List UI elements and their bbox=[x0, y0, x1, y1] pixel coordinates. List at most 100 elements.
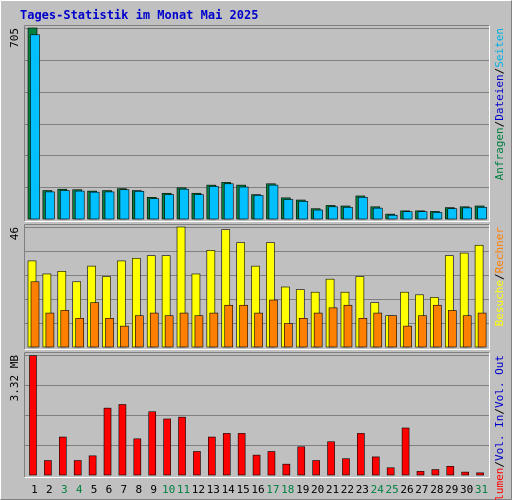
day-label: 24 bbox=[371, 483, 385, 496]
legend-item: / bbox=[493, 68, 506, 75]
bar-rechner bbox=[179, 312, 189, 348]
bar-rechner bbox=[284, 323, 293, 348]
bar-dateien bbox=[417, 211, 428, 220]
bar-volumen bbox=[73, 460, 82, 476]
bar-dateien bbox=[119, 189, 130, 220]
day-label: 2 bbox=[46, 483, 53, 496]
bar-rechner bbox=[194, 315, 204, 348]
bar-dateien bbox=[343, 207, 353, 220]
bar-volumen bbox=[342, 458, 350, 476]
day-label: 22 bbox=[341, 483, 354, 496]
legend-item: Rechner bbox=[493, 227, 506, 274]
day-label: 15 bbox=[236, 483, 249, 496]
bottom-legend: Volumen/Vol. In/Vol. Out bbox=[493, 355, 506, 500]
bar-volumen bbox=[252, 454, 261, 476]
day-label: 8 bbox=[135, 483, 142, 496]
bar-rechner bbox=[60, 310, 70, 348]
bar-rechner bbox=[135, 315, 144, 348]
day-label: 6 bbox=[106, 483, 113, 496]
bar-rechner bbox=[373, 312, 383, 348]
bar-dateien bbox=[104, 191, 115, 220]
bar-rechner bbox=[149, 312, 159, 348]
bar-dateien bbox=[194, 194, 204, 220]
bar-rechner bbox=[313, 312, 323, 348]
bar-dateien bbox=[387, 214, 398, 220]
chart-panels: 705Anfragen/Dateien/Seiten46Besuche/Rech… bbox=[8, 25, 506, 500]
day-label: 18 bbox=[281, 483, 294, 496]
legend-item: Besuche bbox=[493, 280, 506, 326]
bar-dateien bbox=[30, 34, 40, 220]
bar-dateien bbox=[179, 188, 189, 220]
bar-dateien bbox=[164, 194, 174, 220]
bar-rechner bbox=[209, 312, 219, 348]
bar-dateien bbox=[238, 186, 249, 220]
bar-dateien bbox=[223, 183, 234, 220]
bar-volumen bbox=[222, 433, 231, 476]
day-label: 28 bbox=[430, 483, 443, 496]
bar-rechner bbox=[120, 325, 129, 348]
bar-volumen bbox=[44, 460, 52, 476]
top-legend: Anfragen/Dateien/Seiten bbox=[493, 28, 506, 180]
bar-dateien bbox=[253, 195, 264, 220]
day-label: 13 bbox=[207, 483, 220, 496]
day-label: 9 bbox=[150, 483, 157, 496]
bar-dateien bbox=[89, 191, 100, 220]
legend-item: / bbox=[493, 121, 506, 128]
bar-rechner bbox=[447, 310, 457, 348]
bar-volumen bbox=[118, 404, 127, 476]
bar-dateien bbox=[372, 207, 383, 220]
bar-volumen bbox=[59, 436, 67, 476]
day-label: 11 bbox=[177, 483, 190, 496]
day-label: 23 bbox=[356, 483, 369, 496]
middle-panel: 46 Besuche/Rechner bbox=[8, 224, 506, 350]
bar-rechner bbox=[239, 304, 248, 348]
bar-rechner bbox=[343, 304, 353, 348]
bar-volumen bbox=[29, 355, 37, 476]
bar-dateien bbox=[149, 198, 160, 220]
bar-rechner bbox=[433, 304, 442, 348]
middle-legend: Besuche/Rechner bbox=[493, 227, 506, 327]
day-label: 14 bbox=[222, 483, 236, 496]
bar-dateien bbox=[447, 208, 458, 220]
legend-item: Volumen bbox=[493, 468, 506, 500]
day-label: 1 bbox=[31, 483, 38, 496]
day-label: 31 bbox=[475, 483, 488, 496]
bar-rechner bbox=[224, 304, 234, 348]
day-label: 5 bbox=[91, 483, 98, 496]
bar-rechner bbox=[30, 281, 40, 348]
bar-volumen bbox=[386, 467, 395, 476]
bar-volumen bbox=[461, 471, 469, 476]
bar-volumen bbox=[163, 418, 171, 476]
bar-dateien bbox=[462, 207, 472, 220]
bar-volumen bbox=[327, 441, 335, 476]
legend-item: Vol. Out bbox=[493, 355, 506, 408]
bar-dateien bbox=[268, 184, 279, 220]
bar-dateien bbox=[74, 190, 85, 220]
bar-rechner bbox=[462, 315, 472, 348]
bar-volumen bbox=[297, 446, 306, 476]
bar-volumen bbox=[401, 427, 410, 476]
day-label: 27 bbox=[415, 483, 428, 496]
legend-item: Dateien bbox=[493, 74, 506, 120]
bar-dateien bbox=[402, 211, 413, 220]
bar-dateien bbox=[45, 191, 55, 220]
bar-volumen bbox=[282, 463, 291, 476]
bar-rechner bbox=[45, 312, 55, 348]
bar-rechner bbox=[477, 312, 487, 348]
day-label: 26 bbox=[400, 483, 413, 496]
bar-volumen bbox=[208, 436, 216, 476]
bar-rechner bbox=[358, 318, 368, 348]
legend-item: Vol. In bbox=[493, 415, 506, 461]
legend-item: Seiten bbox=[493, 28, 506, 68]
day-label: 7 bbox=[121, 483, 128, 496]
bar-dateien bbox=[209, 186, 219, 220]
legend-item: / bbox=[493, 461, 506, 468]
day-label: 12 bbox=[192, 483, 205, 496]
bar-rechner bbox=[269, 299, 278, 348]
bar-rechner bbox=[388, 315, 397, 348]
day-label: 20 bbox=[311, 483, 324, 496]
bar-rechner bbox=[328, 307, 338, 348]
bar-rechner bbox=[418, 315, 427, 348]
bar-dateien bbox=[328, 206, 338, 220]
